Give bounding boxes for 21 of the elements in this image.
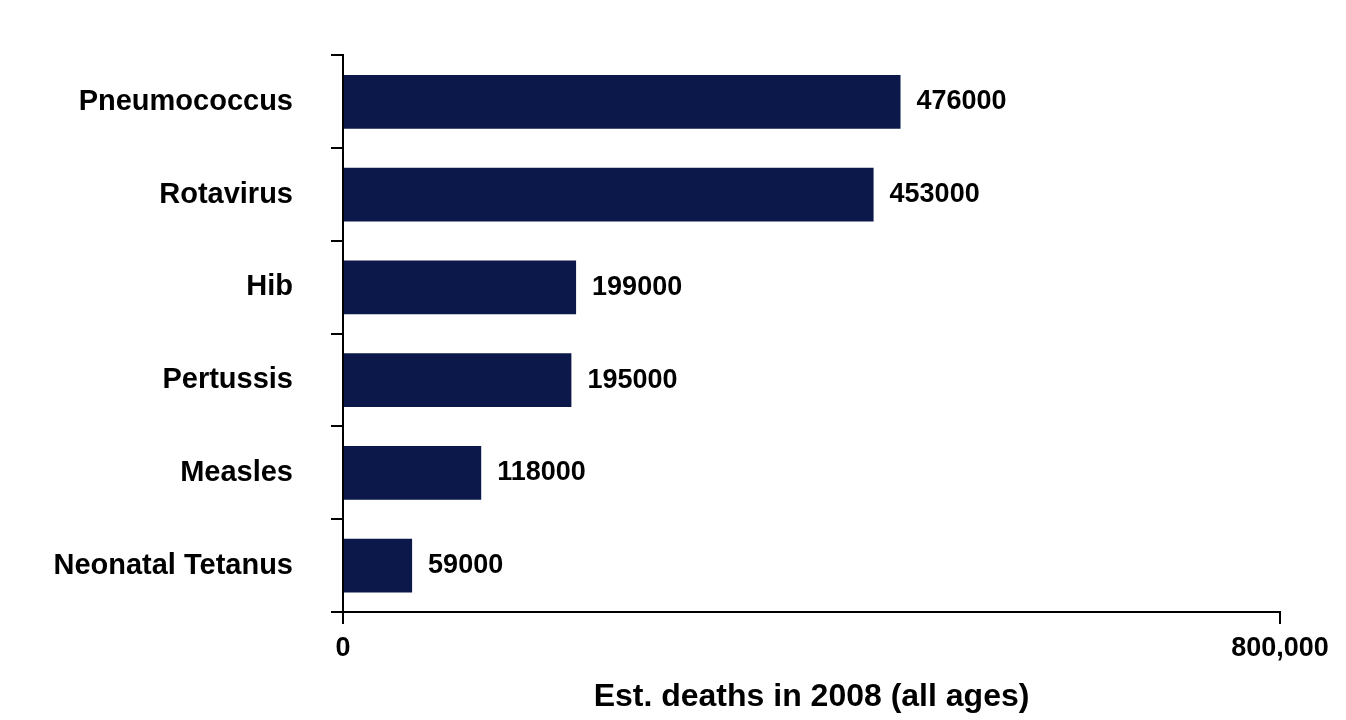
y-tick-label: Measles <box>180 454 293 487</box>
bar <box>344 74 901 129</box>
y-tick-label: Hib <box>246 269 293 302</box>
bar <box>344 260 577 315</box>
bar <box>344 445 482 500</box>
bar <box>344 353 572 407</box>
data-label: 118000 <box>497 456 586 487</box>
x-tick-label: 0 <box>335 631 351 662</box>
y-tick-label: Rotavirus <box>159 176 293 209</box>
bar <box>344 538 413 593</box>
data-label: 476000 <box>916 85 1007 116</box>
bar <box>344 167 874 222</box>
y-tick-label: Pertussis <box>162 362 293 395</box>
x-axis-title: Est. deaths in 2008 (all ages) <box>593 676 1030 713</box>
data-label: 59000 <box>428 549 504 580</box>
y-tick-label: Neonatal Tetanus <box>53 547 293 580</box>
data-label: 453000 <box>889 178 980 208</box>
data-label: 199000 <box>592 270 683 301</box>
y-tick-label: Pneumococcus <box>78 83 293 116</box>
x-tick-label: 800,000 <box>1231 631 1329 662</box>
data-label: 195000 <box>587 363 678 394</box>
